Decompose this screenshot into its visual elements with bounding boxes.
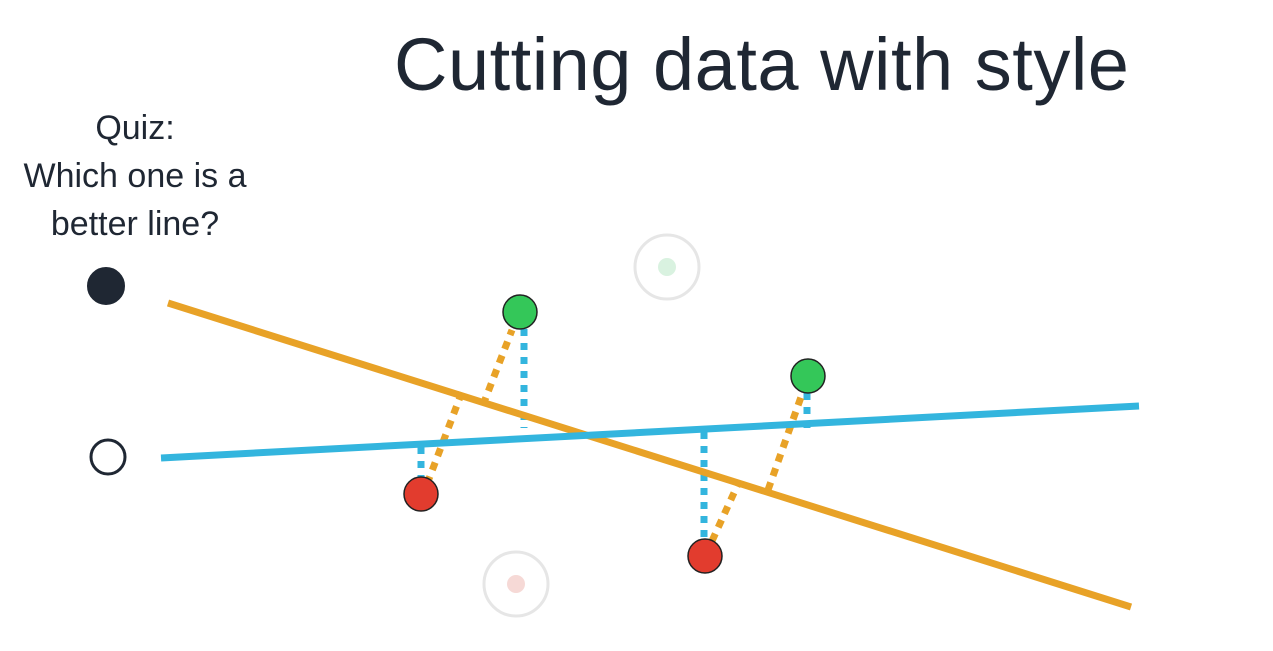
option-blue-line-radio[interactable] [89, 438, 127, 476]
quiz-line-1: Quiz: [95, 109, 175, 147]
blue-line [160, 402, 1140, 462]
option-orange-line-radio[interactable] [87, 267, 125, 305]
quiz-question: Quiz: Which one is a better line? [0, 104, 270, 248]
quiz-line-3: better line? [50, 205, 220, 243]
red-point [687, 538, 723, 574]
green-point [502, 294, 538, 330]
slide-title: Cutting data with style [394, 23, 1130, 106]
faded-red-point [482, 550, 550, 618]
quiz-line-2: Which one is a [23, 157, 247, 195]
green-point [790, 358, 826, 394]
red-point [403, 476, 439, 512]
orange-line [166, 299, 1133, 611]
faded-green-point [633, 233, 701, 301]
orange-distance-lines [423, 328, 805, 543]
